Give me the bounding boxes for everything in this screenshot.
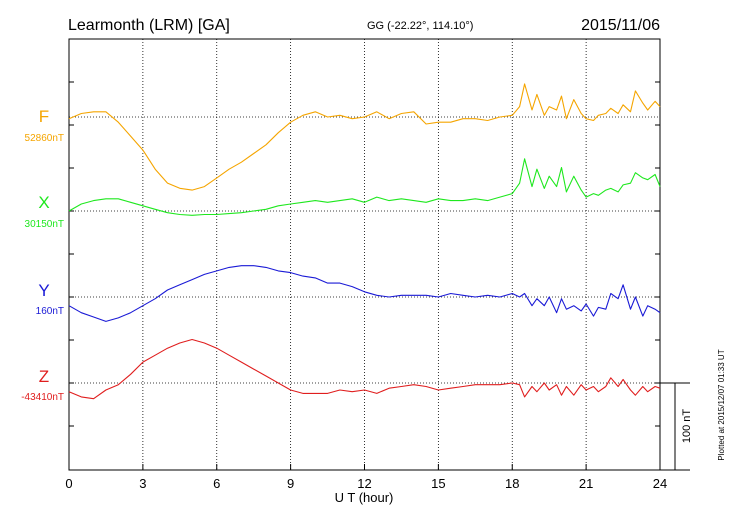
station-coordinates: GG (-22.22°, 114.10°)	[367, 20, 473, 32]
x-axis-label: U T (hour)	[335, 490, 394, 505]
x-tick-label: 24	[653, 476, 667, 491]
plot-date: 2015/11/06	[581, 17, 660, 34]
series-line-x	[68, 158, 661, 216]
x-tick-label: 18	[505, 476, 519, 491]
series-baseline-y: 160nT	[36, 306, 64, 317]
x-tick-label: 3	[139, 476, 146, 491]
series-name-x: X	[38, 193, 49, 212]
x-tick-label: 15	[431, 476, 445, 491]
x-tick-label: 6	[213, 476, 220, 491]
x-tick-label: 12	[357, 476, 371, 491]
scale-bar: 100 nT	[660, 382, 693, 471]
series-baseline-z: -43410nT	[21, 392, 64, 403]
series-name-f: F	[39, 107, 49, 126]
series-labels: F 52860nT X 30150nT Y 160nT Z -43410nT	[21, 107, 64, 403]
grid-lines	[69, 39, 660, 470]
x-axis-ticks: 0 3 6 9 12 15 18 21 24	[65, 38, 667, 491]
series-name-z: Z	[39, 367, 49, 386]
scale-bar-label: 100 nT	[681, 409, 693, 444]
series-line-y	[68, 265, 661, 322]
x-tick-label: 0	[65, 476, 72, 491]
series-name-y: Y	[38, 281, 49, 300]
station-title: Learmonth (LRM) [GA]	[68, 17, 230, 34]
series-baseline-f: 52860nT	[25, 133, 64, 144]
plotted-at-note: Plotted at 2015/12/07 01:33 UT	[717, 349, 726, 460]
x-tick-label: 21	[579, 476, 593, 491]
series-baseline-x: 30150nT	[25, 219, 64, 230]
series-lines	[68, 83, 661, 400]
x-tick-label: 9	[287, 476, 294, 491]
series-line-f	[68, 83, 661, 191]
series-line-z	[68, 338, 661, 400]
